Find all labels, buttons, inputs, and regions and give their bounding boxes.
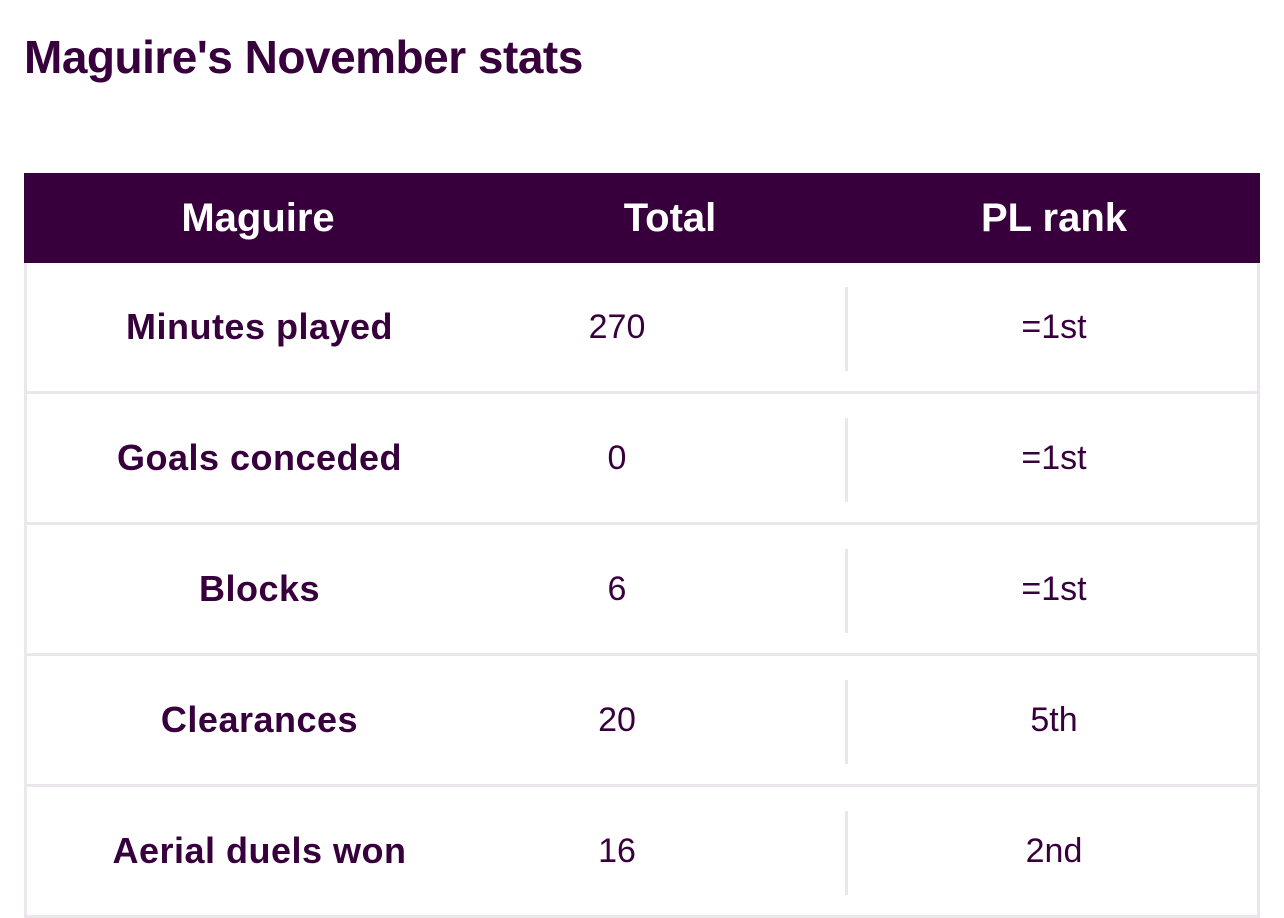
stat-rank: =1st — [1021, 308, 1087, 346]
stats-table: Maguire Total PL rank Minutes played 270… — [24, 173, 1260, 918]
stat-label: Minutes played — [125, 306, 394, 347]
table-row: Minutes played 270 =1st — [24, 263, 1260, 394]
stat-rank: =1st — [1021, 439, 1087, 477]
column-divider — [845, 549, 848, 633]
stat-label: Clearances — [160, 699, 359, 740]
stat-total: 20 — [598, 701, 636, 739]
header-total: Total — [623, 196, 717, 240]
stat-rank: =1st — [1021, 570, 1087, 608]
column-divider — [845, 287, 848, 371]
table-row: Aerial duels won 16 2nd — [24, 787, 1260, 918]
column-divider — [845, 680, 848, 764]
stat-label: Aerial duels won — [112, 830, 407, 871]
stat-total: 0 — [607, 439, 627, 477]
stat-total: 6 — [607, 570, 627, 608]
stat-label: Blocks — [198, 568, 321, 609]
stat-label: Goals conceded — [116, 437, 403, 478]
column-divider — [845, 811, 848, 895]
header-player: Maguire — [181, 196, 335, 240]
table-row: Clearances 20 5th — [24, 656, 1260, 787]
column-divider — [845, 418, 848, 502]
stat-total: 16 — [598, 832, 636, 870]
table-row: Goals conceded 0 =1st — [24, 394, 1260, 525]
table-header: Maguire Total PL rank — [24, 173, 1260, 263]
table-row: Blocks 6 =1st — [24, 525, 1260, 656]
stat-rank: 2nd — [1025, 832, 1083, 870]
stat-total: 270 — [588, 308, 646, 346]
stat-rank: 5th — [1030, 701, 1078, 739]
page-title: Maguire's November stats — [24, 31, 583, 83]
header-pl-rank: PL rank — [981, 196, 1127, 240]
